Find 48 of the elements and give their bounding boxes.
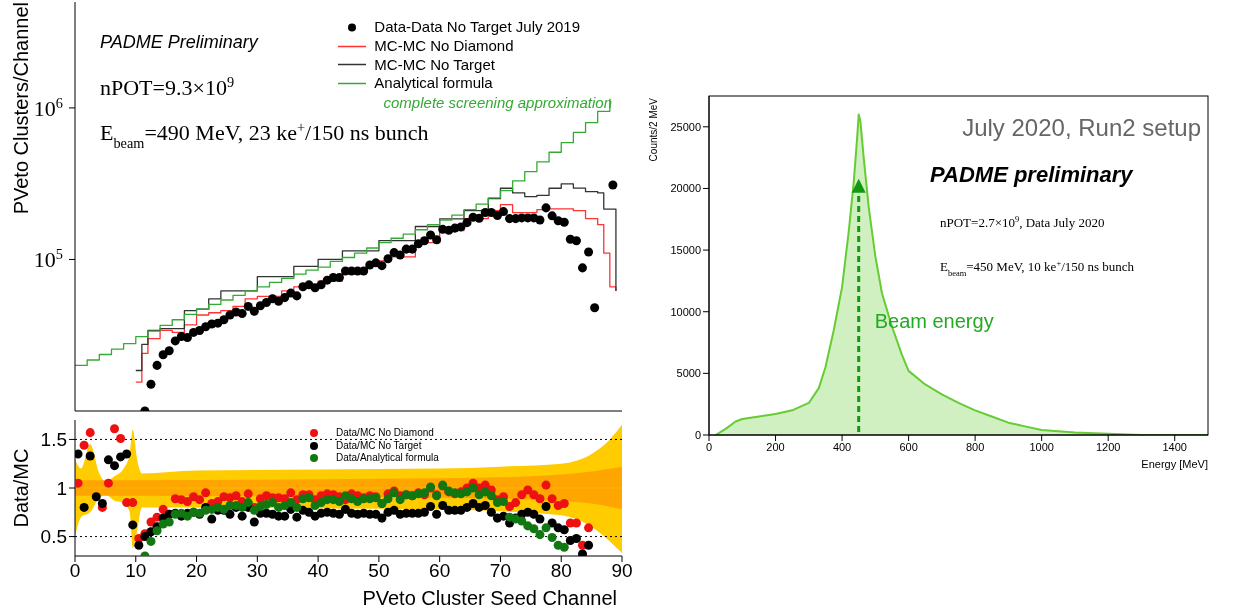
legend-label: Data/MC No Target — [336, 439, 422, 452]
legend-label: MC-MC No Diamond — [374, 36, 514, 56]
x-tick-label: 800 — [965, 440, 985, 453]
y-tick-label: 0 — [694, 428, 701, 441]
y-tick-label: 1.5 — [40, 429, 67, 451]
x-tick-label: 1200 — [1095, 440, 1121, 453]
annotation: PADME preliminary — [930, 162, 1135, 187]
legend-label: Data-Data No Target July 2019 — [374, 18, 580, 37]
x-tick-label: 60 — [429, 560, 451, 582]
x-tick-label: 20 — [185, 560, 208, 582]
x-tick-label: 600 — [899, 440, 918, 453]
x-tick-label: 200 — [766, 440, 785, 453]
legend-label: Data/MC No Diamond — [336, 427, 434, 440]
y-tick-label: 1 — [56, 477, 67, 499]
x-tick-label: 90 — [611, 560, 633, 582]
y-tick-label: 25000 — [670, 120, 701, 133]
x-tick-label: 70 — [489, 560, 512, 582]
y-axis-title: Counts/2 MeV — [648, 97, 659, 162]
y-axis-title: PVeto Clusters/Channel — [10, 2, 32, 215]
legend-label: MC-MC No Target — [374, 55, 495, 75]
text: July 2020, Run2 setup — [962, 114, 1201, 141]
legend-label: Analytical formula — [374, 74, 493, 93]
y-tick-label: 5000 — [676, 367, 701, 380]
y-tick-label: 10$^{6}$ — [33, 94, 63, 121]
x-tick-label: 80 — [550, 560, 572, 582]
annotation: nPOT=9.3×10$^{9}$ — [100, 74, 235, 100]
x-tick-label: 400 — [832, 440, 852, 453]
x-tick-label: 1400 — [1162, 440, 1187, 453]
x-axis-title: Energy [MeV] — [1141, 458, 1208, 470]
x-tick-label: 40 — [307, 560, 329, 582]
x-tick-label: 10 — [125, 560, 147, 582]
annotation: nPOT=2.7×10$^{9}$, Data July 2020 — [940, 214, 1105, 230]
x-tick-label: 1000 — [1029, 440, 1054, 453]
annotation: E$_{beam}$=450 MeV, 10 ke$^{+}$/150 ns bunch — [940, 258, 1135, 278]
x-axis-title: PVeto Cluster Seed Channel — [362, 587, 617, 609]
y-tick-label: 15000 — [670, 244, 701, 256]
x-tick-label: 30 — [246, 560, 268, 582]
legend-label: Data/Analytical formula — [336, 452, 439, 465]
x-tick-label: 0 — [69, 560, 81, 582]
y-axis-title: Data/MC — [10, 448, 32, 528]
x-tick-label: 0 — [705, 440, 713, 453]
y-tick-label: 20000 — [670, 182, 701, 195]
y-tick-label: 10000 — [670, 305, 701, 318]
y-tick-label: 10$^{5}$ — [33, 246, 63, 273]
annotation: E$_{beam}$=490 MeV, 23 ke$^{+}$/150 ns bunch — [100, 119, 429, 151]
y-tick-label: 0.5 — [40, 526, 67, 548]
x-tick-label: 50 — [368, 560, 390, 582]
annotation: PADME Preliminary — [100, 32, 259, 52]
